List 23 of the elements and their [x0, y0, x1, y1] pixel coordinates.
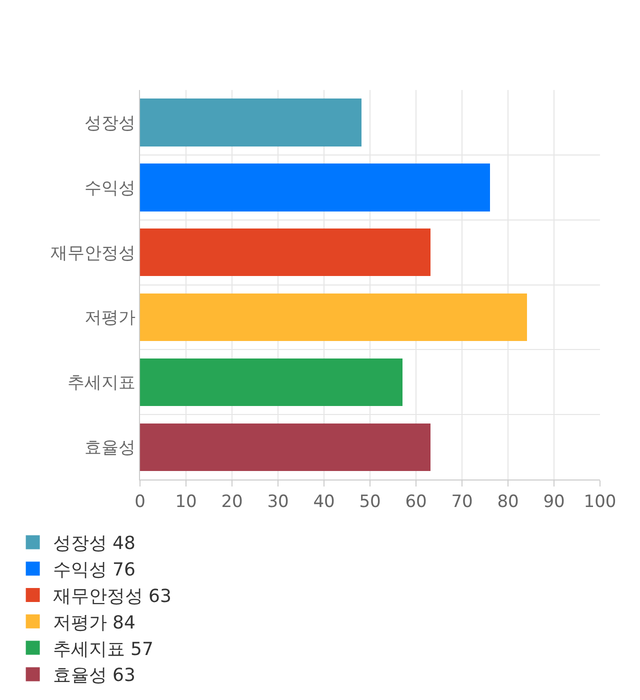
- y-tick-label: 수익성: [84, 178, 136, 198]
- legend-label: 저평가 84: [52, 612, 136, 634]
- legend-label: 추세지표 57: [52, 638, 154, 660]
- legend-label: 효율성 63: [52, 665, 136, 686]
- x-tick-label: 40: [313, 492, 335, 512]
- x-tick-label: 70: [451, 492, 473, 512]
- legend-label: 성장성 48: [52, 533, 136, 554]
- x-tick-label: 60: [405, 492, 427, 512]
- x-tick-label: 100: [584, 492, 616, 512]
- x-tick-label: 30: [267, 492, 289, 512]
- x-tick-label: 80: [497, 492, 519, 512]
- x-tick-label: 50: [359, 492, 381, 512]
- y-tick-label: 재무안정성: [50, 243, 136, 264]
- x-tick-label: 0: [134, 492, 146, 512]
- y-tick-label: 추세지표: [68, 373, 136, 394]
- y-tick-label: 성장성: [84, 113, 136, 134]
- legend-label: 수익성 76: [52, 560, 136, 581]
- legend-label: 재무안정성 63: [52, 586, 172, 608]
- y-tick-label: 저평가: [84, 308, 136, 328]
- x-tick-label: 20: [221, 492, 243, 512]
- x-tick-label: 90: [543, 492, 565, 512]
- x-tick-label: 10: [175, 492, 197, 512]
- y-tick-label: 효율성: [84, 438, 136, 458]
